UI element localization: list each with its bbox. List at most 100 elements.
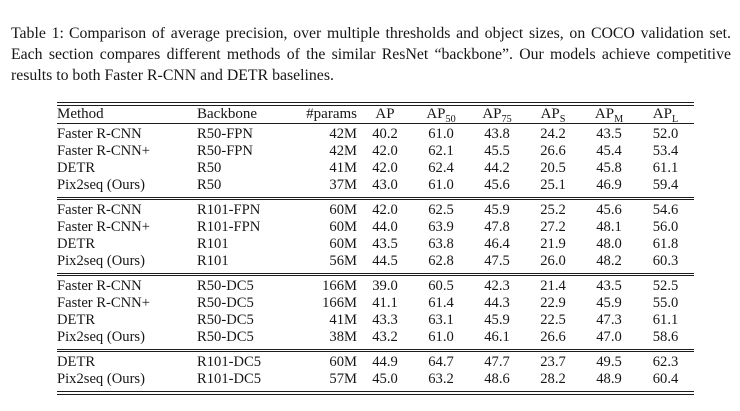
cell-apm: 48.2 <box>596 252 622 269</box>
col-header-ap50: AP50 <box>413 103 469 125</box>
cell-ap50: 63.1 <box>428 311 454 328</box>
cell-backbone: R101-DC5 <box>197 353 262 370</box>
cell-apl: 61.1 <box>652 159 679 176</box>
cell-params: 41M <box>329 159 357 176</box>
table-row: Faster R-CNN+ R101-FPN 60M 44.0 63.9 47.8 27.2… <box>57 219 694 236</box>
col-header-label: AP <box>594 105 615 122</box>
cell-backbone: R50-FPN <box>197 125 253 142</box>
cell-ap50: 61.0 <box>428 328 454 345</box>
cell-ap75: 45.5 <box>484 142 510 159</box>
col-header-label: AP <box>426 105 446 122</box>
table-row: Pix2seq (Ours) R50-DC5 38M 43.2 61.0 46.1 26.6… <box>57 329 694 351</box>
table-caption: Table 1: Comparison of average precision,… <box>0 16 740 86</box>
cell-method: Pix2seq (Ours) <box>57 176 145 193</box>
header-row: Method Backbone #params AP AP50 AP75 APS… <box>57 103 694 125</box>
cell-ap50: 61.4 <box>428 294 454 311</box>
cell-ap: 43.2 <box>372 328 398 345</box>
table-container: Method Backbone #params AP AP50 AP75 APS… <box>57 101 694 395</box>
cell-ap50: 62.5 <box>428 201 454 218</box>
cell-ap50: 64.7 <box>428 353 454 370</box>
cell-apm: 48.1 <box>596 218 622 235</box>
cell-method: Faster R-CNN+ <box>57 142 150 159</box>
cell-apm: 45.4 <box>596 142 622 159</box>
cell-aps: 22.5 <box>540 311 566 328</box>
cell-method: DETR <box>57 353 96 370</box>
cell-aps: 25.2 <box>540 201 566 218</box>
cell-ap75: 43.8 <box>484 125 510 142</box>
cell-backbone: R50-FPN <box>197 142 253 159</box>
cell-apm: 48.9 <box>596 370 622 387</box>
cell-apm: 47.3 <box>596 311 622 328</box>
cell-backbone: R101 <box>197 235 229 252</box>
cell-params: 42M <box>329 125 357 142</box>
col-header-method: Method <box>57 103 197 124</box>
cell-ap75: 45.6 <box>484 176 510 193</box>
cell-apl: 52.0 <box>652 125 679 142</box>
col-header-apl: APL <box>637 103 694 124</box>
cell-params: 57M <box>329 370 357 387</box>
cell-apl: 58.6 <box>652 328 679 345</box>
col-header-apm: APM <box>581 103 637 125</box>
cell-backbone: R101-FPN <box>197 218 261 235</box>
cell-params: 60M <box>329 353 357 370</box>
cell-ap50: 63.8 <box>428 235 454 252</box>
col-header-label: AP <box>482 105 502 122</box>
cell-ap50: 63.2 <box>428 370 454 387</box>
cell-ap: 42.0 <box>372 142 398 159</box>
cell-aps: 24.2 <box>540 125 566 142</box>
col-header-sub: 50 <box>445 113 456 125</box>
cell-backbone: R101-FPN <box>197 201 261 218</box>
cell-aps: 26.0 <box>540 252 566 269</box>
cell-backbone: R101-DC5 <box>197 370 262 387</box>
cell-ap75: 47.8 <box>484 218 510 235</box>
cell-aps: 21.9 <box>540 235 566 252</box>
cell-ap: 42.0 <box>372 201 398 218</box>
table-row: Faster R-CNN+ R50-FPN 42M 42.0 62.1 45.5 26.6 4… <box>57 143 694 160</box>
table-row: Faster R-CNN+ R50-DC5 166M 41.1 61.4 44.3 22.9… <box>57 295 694 312</box>
cell-ap75: 46.1 <box>484 328 510 345</box>
table-section-r50-fpn: Faster R-CNN R50-FPN 42M 40.2 61.0 43.8 24.2 43… <box>57 123 694 198</box>
cell-ap75: 44.2 <box>484 159 510 176</box>
table-section-r50-dc5: Faster R-CNN R50-DC5 166M 39.0 60.5 42.3 21.4 4… <box>57 274 694 350</box>
col-header-params: #params <box>297 103 357 124</box>
cell-aps: 21.4 <box>540 277 566 294</box>
cell-ap: 42.0 <box>372 159 398 176</box>
cell-aps: 23.7 <box>540 353 566 370</box>
results-table: Method Backbone #params AP AP50 AP75 APS… <box>57 101 694 395</box>
col-header-label: AP <box>375 105 395 122</box>
cell-aps: 27.2 <box>540 218 566 235</box>
cell-apm: 49.5 <box>596 353 622 370</box>
col-header-label: Backbone <box>197 105 257 122</box>
table-row: DETR R50-DC5 41M 43.3 63.1 45.9 22.5 47.3 61.1 <box>57 312 694 329</box>
table-section-r101-fpn: Faster R-CNN R101-FPN 60M 42.0 62.5 45.9 25.2 4… <box>57 198 694 274</box>
cell-apm: 45.9 <box>596 294 622 311</box>
cell-ap: 44.9 <box>372 353 398 370</box>
table-row: Pix2seq (Ours) R101 56M 44.5 62.8 47.5 26.0 48.… <box>57 253 694 275</box>
cell-backbone: R50-DC5 <box>197 328 254 345</box>
cell-apm: 43.5 <box>596 125 622 142</box>
col-header-sub: M <box>614 113 624 125</box>
cell-apm: 46.9 <box>596 176 622 193</box>
table-row: DETR R50 41M 42.0 62.4 44.2 20.5 45.8 61.1 <box>57 160 694 177</box>
table-row: DETR R101-DC5 60M 44.9 64.7 47.7 23.7 49.5 62.3 <box>57 350 694 371</box>
cell-aps: 28.2 <box>540 370 566 387</box>
cell-method: Pix2seq (Ours) <box>57 370 145 387</box>
cell-ap: 45.0 <box>372 370 398 387</box>
cell-apl: 52.5 <box>652 277 679 294</box>
cell-ap50: 61.0 <box>428 176 454 193</box>
col-header-sub: 75 <box>501 113 512 125</box>
cell-apl: 54.6 <box>652 201 679 218</box>
cell-method: Faster R-CNN <box>57 125 142 142</box>
cell-apl: 56.0 <box>652 218 679 235</box>
col-header-backbone: Backbone <box>197 103 297 124</box>
table-section-r101-dc5: DETR R101-DC5 60M 44.9 64.7 47.7 23.7 49.5 62.3 P… <box>57 350 694 393</box>
cell-apl: 60.3 <box>652 252 679 269</box>
cell-apm: 43.5 <box>596 277 622 294</box>
cell-params: 42M <box>329 142 357 159</box>
cell-backbone: R50-DC5 <box>197 311 254 328</box>
cell-ap: 40.2 <box>372 125 398 142</box>
cell-apl: 53.4 <box>652 142 679 159</box>
cell-ap50: 62.8 <box>428 252 454 269</box>
col-header-aps: APS <box>525 103 581 124</box>
